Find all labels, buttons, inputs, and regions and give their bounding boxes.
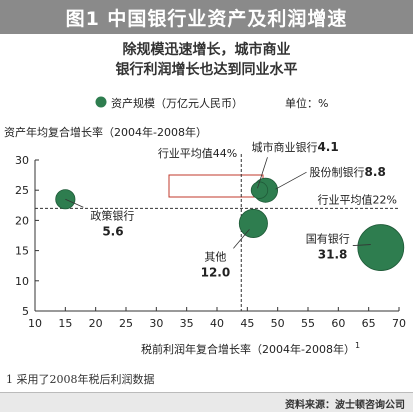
y-tick-label: 30	[15, 154, 29, 167]
point-value: 12.0	[201, 265, 231, 279]
x-tick-label: 40	[210, 317, 224, 330]
x-tick-label: 30	[149, 317, 163, 330]
figure-title: 图1 中国银行业资产及利润增速	[65, 7, 348, 30]
point-label: 国有银行	[306, 232, 350, 246]
y-axis-label: 资产年均复合增长率（2004年-2008年）	[4, 125, 207, 139]
footnote: 1 采用了2008年税后利润数据	[6, 373, 155, 386]
point-value: 8.8	[365, 165, 386, 179]
x-tick-label: 25	[119, 317, 133, 330]
bubble	[238, 208, 268, 238]
x-tick-label: 60	[331, 317, 345, 330]
x-tick-label: 70	[392, 317, 406, 330]
y-tick-label: 15	[15, 245, 29, 258]
point-labels: 政策银行 5.6 其他 12.0 股份制银行8.8 城市商业银行4.1 国有银行 31.8	[90, 140, 385, 279]
chart-subtitle: 除规模迅速增长，城市商业 银行利润增长也达到同业水平	[0, 40, 413, 80]
subtitle-line-2: 银行利润增长也达到同业水平	[115, 62, 298, 78]
legend-marker	[95, 96, 107, 108]
point-value: 4.1	[317, 140, 338, 154]
legend-unit: 单位：%	[285, 96, 328, 110]
y-tick-label: 25	[15, 184, 29, 197]
legend: 资产规模（万亿元人民币） 单位：%	[95, 96, 328, 110]
point-label: 政策银行	[90, 208, 134, 222]
y-tick-label: 20	[15, 214, 29, 227]
point-label: 股份制银行8.8	[310, 165, 386, 179]
x-tick-label: 35	[180, 317, 194, 330]
point-label: 其他	[204, 250, 226, 263]
data-points	[55, 177, 405, 271]
y-tick-label: 5	[22, 305, 29, 318]
y-tick-label: 10	[15, 275, 29, 288]
leader-line	[65, 198, 84, 208]
subtitle-line-1: 除规模迅速增长，城市商业	[122, 42, 291, 58]
leader-lines	[65, 157, 371, 249]
x-tick-label: 15	[58, 317, 72, 330]
industry-average-x-label: 行业平均值44%	[158, 147, 237, 160]
bubble	[250, 181, 269, 199]
point-value: 31.8	[318, 248, 348, 262]
figure-title-bar: 图1 中国银行业资产及利润增速	[0, 0, 413, 34]
x-tick-label: 65	[362, 317, 376, 330]
x-tick-label: 55	[301, 317, 315, 330]
leader-line	[275, 171, 307, 190]
x-axis-label-superscript: 1	[355, 341, 360, 350]
industry-average-y-label: 行业平均值22%	[318, 193, 397, 206]
point-value: 5.6	[102, 224, 123, 238]
x-tick-label: 50	[271, 317, 285, 330]
leader-line	[233, 229, 250, 249]
bubble	[357, 224, 405, 271]
x-axis-label: 税前利润年复合增长率（2004年-2008年）1	[141, 341, 360, 356]
reference-lines: 行业平均值22% 行业平均值44%	[35, 147, 399, 311]
x-axis-label-text: 税前利润年复合增长率（2004年-2008年）	[141, 342, 355, 356]
point-label: 城市商业银行4.1	[251, 140, 338, 154]
legend-label: 资产规模（万亿元人民币）	[111, 96, 243, 110]
x-tick-label: 45	[240, 317, 254, 330]
source-text: 资料来源：波士顿咨询公司	[285, 400, 405, 411]
source-bar: 资料来源：波士顿咨询公司	[0, 392, 413, 412]
x-tick-label: 10	[28, 317, 42, 330]
leader-line	[257, 157, 268, 189]
leader-line	[352, 244, 371, 246]
x-tick-label: 20	[89, 317, 103, 330]
highlight-box	[168, 174, 264, 198]
